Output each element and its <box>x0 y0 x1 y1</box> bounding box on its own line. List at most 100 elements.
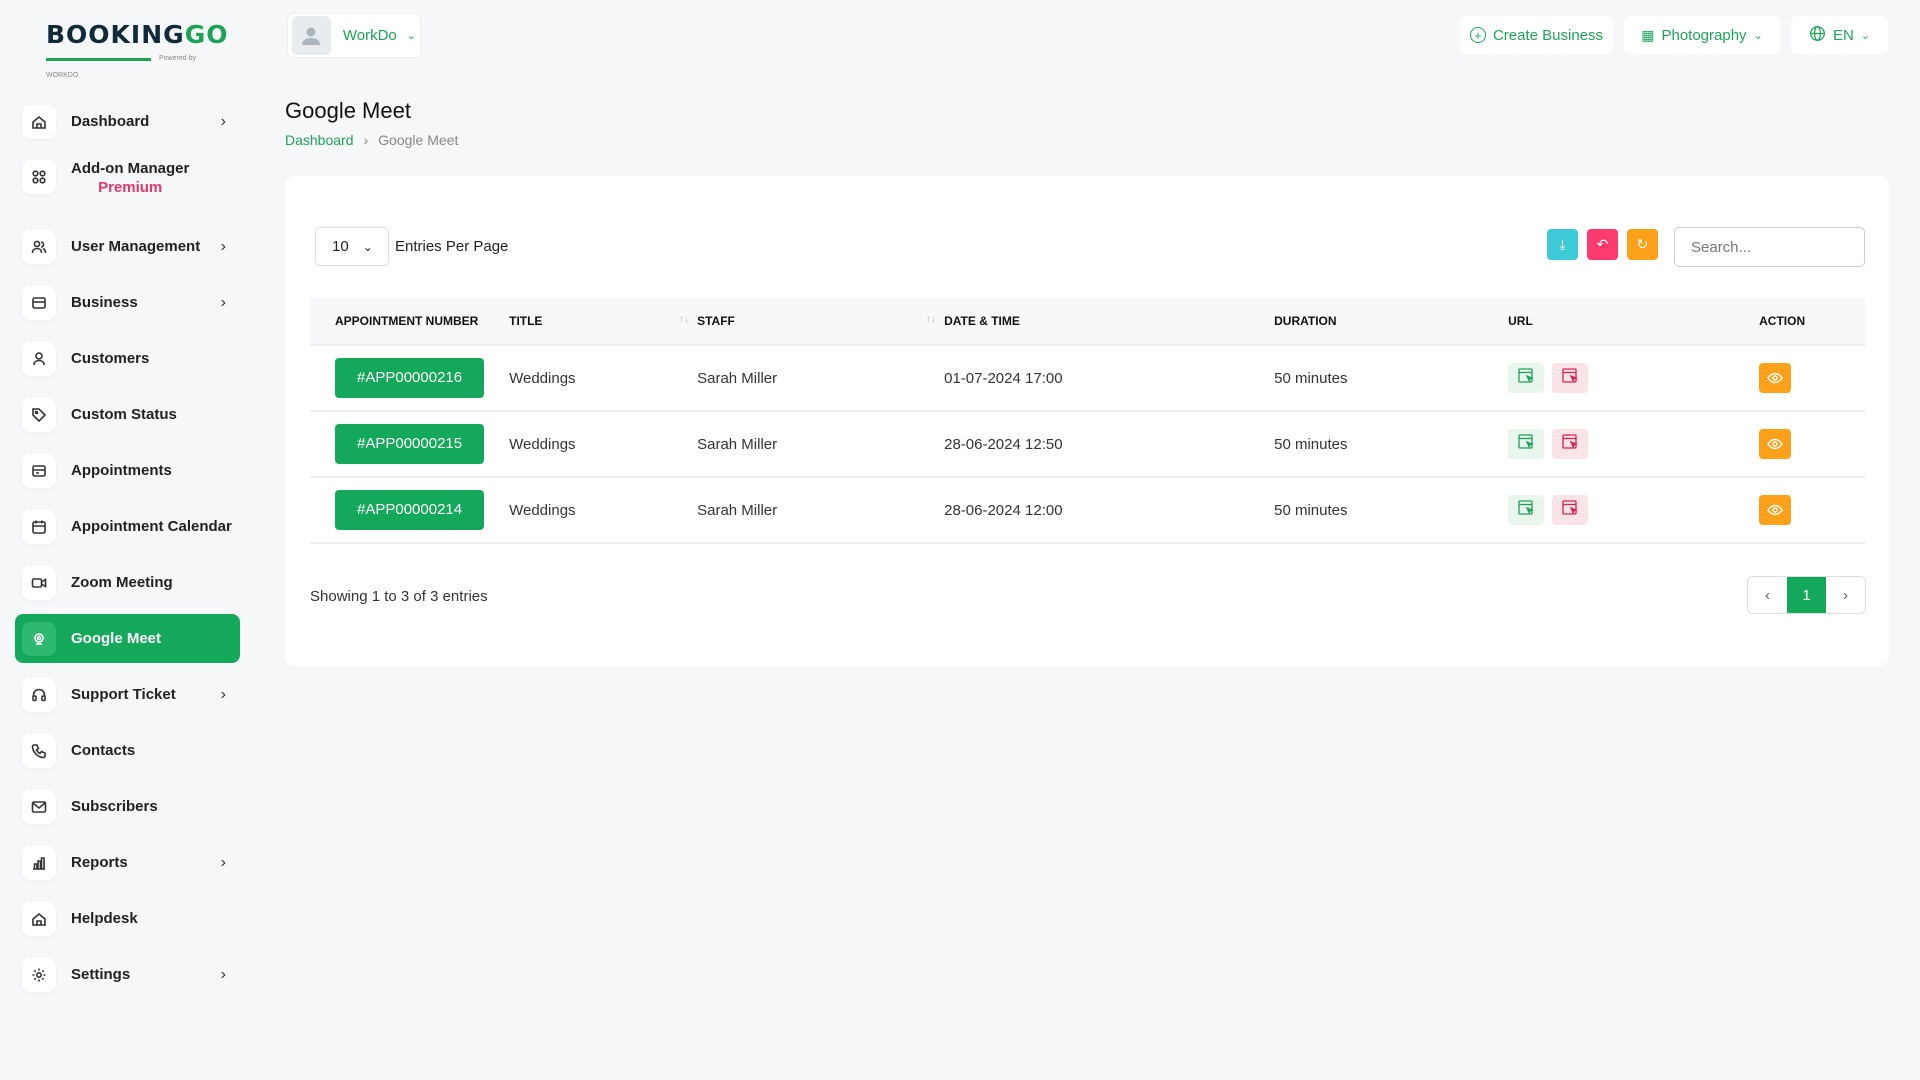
sidebar-label-text: Add-on Manager <box>71 160 190 177</box>
headset-icon <box>22 677 56 712</box>
sidebar-item-helpdesk[interactable]: Helpdesk <box>15 894 240 943</box>
browser-cursor-icon <box>1517 367 1535 389</box>
logo[interactable]: BOOKINGGO Powered by WORKDO <box>46 20 229 83</box>
entries-per-page-select[interactable]: 10 ⌄ <box>315 227 389 266</box>
cell-datetime: 01-07-2024 17:00 <box>944 345 1275 412</box>
sidebar-item-user-management[interactable]: User Management › <box>15 222 240 271</box>
browser-cursor-icon <box>1561 367 1579 389</box>
cell-datetime: 28-06-2024 12:50 <box>944 411 1275 478</box>
create-business-button[interactable]: + Create Business <box>1460 16 1613 54</box>
col-url: URL <box>1508 298 1760 346</box>
sidebar-item-label: Business <box>71 294 138 311</box>
user-icon <box>22 341 56 376</box>
view-button[interactable] <box>1759 495 1792 525</box>
table-row: #APP00000215 Weddings Sarah Miller 28-06… <box>310 411 1865 478</box>
sidebar-label-text: Dashboard <box>71 113 150 130</box>
home-icon <box>22 901 56 936</box>
sidebar-item-contacts[interactable]: Contacts <box>15 726 240 775</box>
breadcrumb-dashboard[interactable]: Dashboard <box>285 132 354 148</box>
browser-cursor-icon <box>1517 433 1535 455</box>
entries-per-page-label: Entries Per Page <box>395 238 509 255</box>
appointment-number-button[interactable]: #APP00000214 <box>335 490 485 530</box>
user-name: WorkDo <box>342 27 397 44</box>
refresh-button[interactable]: ↻ <box>1627 229 1658 260</box>
chevron-right-icon: › <box>220 237 226 255</box>
col-duration[interactable]: DURATION <box>1274 298 1509 346</box>
user-menu[interactable]: WorkDo ⌄ <box>287 13 421 58</box>
sidebar-item-appointments[interactable]: Appointments <box>15 446 240 495</box>
sidebar-item-label: Contacts <box>71 742 135 759</box>
sidebar-item-appointment-calendar[interactable]: Appointment Calendar <box>15 502 240 551</box>
next-page-button[interactable]: › <box>1843 586 1848 604</box>
col-appointment-number[interactable]: APPOINTMENT NUMBER <box>310 298 485 346</box>
sidebar-label-text: Appointments <box>71 462 172 479</box>
eye-icon <box>1767 438 1783 450</box>
page-1-button[interactable]: 1 <box>1787 577 1826 613</box>
chevron-down-icon: ⌄ <box>1753 29 1763 42</box>
logo-wordmark: BOOKINGGO <box>46 20 229 49</box>
grid-icon <box>22 160 56 194</box>
sidebar-label-text: Google Meet <box>71 630 162 647</box>
appointment-number-button[interactable]: #APP00000216 <box>335 358 485 398</box>
table-row: #APP00000214 Weddings Sarah Miller 28-06… <box>310 477 1865 544</box>
business-select[interactable]: ▦ Photography ⌄ <box>1624 16 1780 54</box>
view-button[interactable] <box>1759 363 1792 393</box>
sidebar-label-text: User Management <box>71 238 201 255</box>
export-button[interactable]: ⤓ <box>1547 229 1578 260</box>
cell-staff: Sarah Miller <box>697 345 945 412</box>
sidebar-item-label: Dashboard <box>71 113 149 130</box>
appointments-table: APPOINTMENT NUMBER TITLE ↑↓ STAFF ↑↓ DATE … <box>310 298 1865 544</box>
plus-circle-icon: + <box>1469 27 1486 43</box>
sort-icon: ↑↓ <box>926 314 937 325</box>
apps-icon: ▦ <box>1641 26 1655 43</box>
video-icon <box>22 565 56 600</box>
browser-cursor-icon <box>1517 499 1535 521</box>
sidebar-item-subscribers[interactable]: Subscribers <box>15 782 240 831</box>
sidebar-item-label: Google Meet <box>71 630 161 647</box>
chevron-down-icon: ⌄ <box>406 30 416 42</box>
col-date-time[interactable]: DATE & TIME <box>944 298 1275 346</box>
sidebar-item-zoom-meeting[interactable]: Zoom Meeting <box>15 558 240 607</box>
sidebar-item-label: Appointments <box>71 462 172 479</box>
sidebar-item-label: Support Ticket <box>71 686 176 703</box>
start-meeting-button[interactable] <box>1552 495 1589 525</box>
col-action: ACTION <box>1759 298 1865 346</box>
sidebar-item-label: Settings <box>71 966 130 983</box>
download-icon: ⤓ <box>1559 236 1566 252</box>
prev-page-button[interactable]: ‹ <box>1765 586 1770 604</box>
col-staff[interactable]: STAFF ↑↓ <box>697 298 945 346</box>
col-title[interactable]: TITLE ↑↓ <box>484 298 698 346</box>
sidebar-item-reports[interactable]: Reports › <box>15 838 240 887</box>
sidebar-item-customers[interactable]: Customers <box>15 334 240 383</box>
sidebar-item-label: Add-on Manager Premium <box>71 160 189 196</box>
breadcrumb-current: Google Meet <box>378 132 459 148</box>
sidebar-item-custom-status[interactable]: Custom Status <box>15 390 240 439</box>
chevron-right-icon: › <box>220 965 226 983</box>
reset-button[interactable]: ↶ <box>1587 229 1618 260</box>
chevron-right-icon: › <box>220 112 226 130</box>
start-meeting-button[interactable] <box>1552 429 1589 459</box>
start-meeting-button[interactable] <box>1552 363 1589 393</box>
sidebar-item-label: User Management <box>71 238 200 255</box>
cell-title: Weddings <box>484 345 698 412</box>
sidebar-item-settings[interactable]: Settings › <box>15 950 240 999</box>
join-meeting-button[interactable] <box>1508 495 1545 525</box>
sidebar-item-add-on-manager[interactable]: Add-on Manager Premium <box>15 153 240 215</box>
view-button[interactable] <box>1759 429 1792 459</box>
sidebar: Dashboard › Add-on Manager Premium User M… <box>15 97 240 1006</box>
sidebar-item-support-ticket[interactable]: Support Ticket › <box>15 670 240 719</box>
join-meeting-button[interactable] <box>1508 363 1545 393</box>
sidebar-item-google-meet[interactable]: Google Meet <box>15 614 240 663</box>
business-label: Photography <box>1661 26 1747 44</box>
eye-icon <box>1767 372 1783 384</box>
language-select[interactable]: EN ⌄ <box>1791 16 1888 54</box>
appointments-card: 10 ⌄ Entries Per Page ⤓ ↶ ↻ APPOINTMENT N… <box>285 176 1889 666</box>
join-meeting-button[interactable] <box>1508 429 1545 459</box>
breadcrumb: Dashboard › Google Meet <box>285 132 458 148</box>
appointment-number-button[interactable]: #APP00000215 <box>335 424 485 464</box>
sidebar-item-dashboard[interactable]: Dashboard › <box>15 97 240 146</box>
sidebar-item-label: Subscribers <box>71 798 158 815</box>
col-staff-label: STAFF <box>697 314 735 328</box>
search-input[interactable] <box>1674 227 1865 267</box>
sidebar-item-business[interactable]: Business › <box>15 278 240 327</box>
